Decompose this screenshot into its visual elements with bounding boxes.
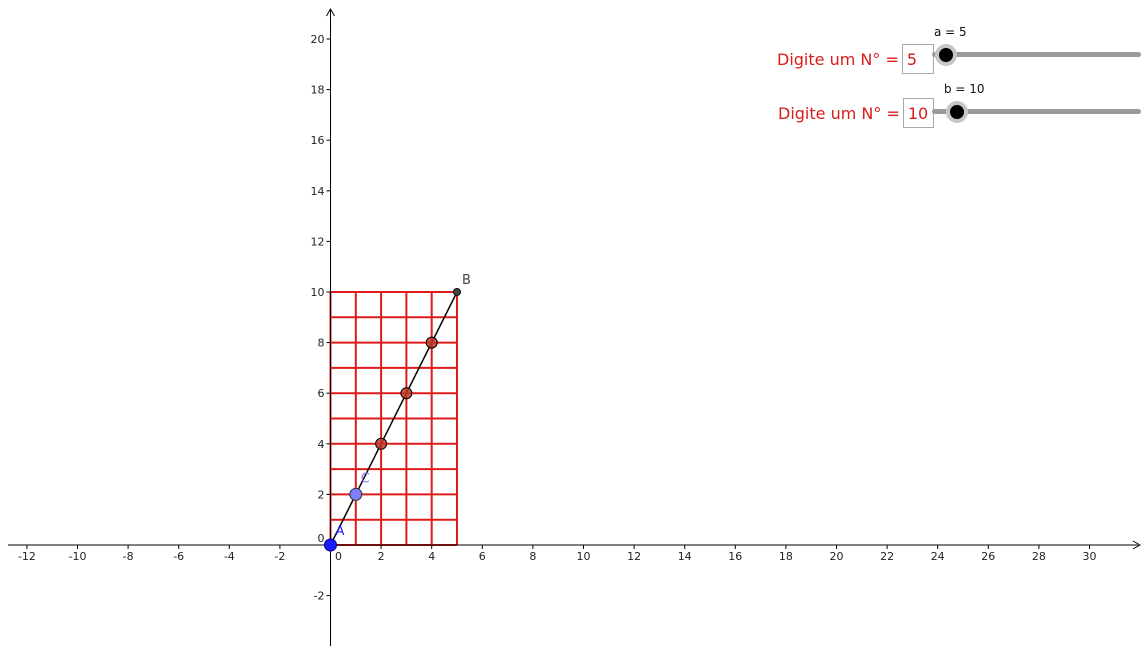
slider-knob-a[interactable]	[935, 44, 957, 66]
point-a-label: A	[336, 524, 345, 539]
x-tick-label: 18	[779, 550, 793, 563]
x-tick-label: 20	[830, 550, 844, 563]
point-c-label: C	[361, 471, 370, 486]
slider-track-b[interactable]	[932, 109, 1141, 114]
x-tick-label: -10	[69, 550, 87, 563]
y-tick-label: 16	[311, 134, 325, 147]
slider-track-a[interactable]	[932, 52, 1141, 57]
x-tick-label: 0	[335, 550, 342, 563]
x-tick-label: 30	[1083, 550, 1097, 563]
x-tick-label: 14	[678, 550, 692, 563]
point-b[interactable]	[453, 288, 461, 296]
x-tick-label: 4	[428, 550, 435, 563]
y-tick-label: 0	[318, 532, 325, 545]
y-tick-label: 18	[311, 84, 325, 97]
input-caption-b: Digite um N° =	[778, 103, 900, 123]
point-a[interactable]	[324, 538, 337, 552]
y-tick-label: 2	[318, 488, 325, 501]
slider-label-a: a = 5	[934, 25, 967, 39]
y-tick-label: -2	[314, 590, 325, 603]
y-tick-label: 14	[311, 185, 325, 198]
x-tick-label: 28	[1032, 550, 1046, 563]
y-tick-label: 12	[311, 235, 325, 248]
points[interactable]: A B C	[324, 273, 471, 552]
intersection-point[interactable]	[400, 387, 413, 400]
y-axis-arrow-icon	[326, 7, 335, 17]
input-row-b: Digite um N° = 10	[778, 98, 934, 128]
input-caption-a: Digite um N° =	[777, 49, 899, 69]
x-tick-label: 8	[529, 550, 536, 563]
x-tick-label: 12	[627, 550, 641, 563]
x-tick-label: 10	[577, 550, 591, 563]
y-tick-label: 20	[311, 33, 325, 46]
y-tick-label: 6	[318, 387, 325, 400]
input-field-b[interactable]: 10	[902, 98, 934, 128]
intersection-point[interactable]	[425, 336, 438, 349]
y-tick-label: 8	[318, 337, 325, 350]
x-tick-label: 26	[981, 550, 995, 563]
x-tick-label: 2	[378, 550, 385, 563]
x-tick-label: -8	[123, 550, 134, 563]
point-c[interactable]	[349, 487, 363, 501]
segment-line[interactable]	[329, 291, 458, 546]
segment-ab[interactable]	[329, 291, 458, 546]
x-axis-arrow-icon	[1132, 540, 1141, 550]
coordinate-axes: -12 -10 -8 -6 -4 -2 0 2 4 6 8 10 12 14 16 18 20 22 24 26 28 3…	[8, 7, 1141, 646]
y-tick-label: 10	[311, 286, 325, 299]
slider-knob-b[interactable]	[946, 101, 968, 123]
slider-label-b: b = 10	[944, 82, 985, 96]
input-row-a: Digite um N° = 5	[777, 44, 934, 74]
point-b-label: B	[462, 273, 471, 288]
red-grid	[329, 291, 458, 546]
x-tick-label: -6	[173, 550, 184, 563]
x-tick-label: 6	[479, 550, 486, 563]
x-tick-label: -4	[224, 550, 235, 563]
x-tick-label: -2	[274, 550, 285, 563]
input-field-a[interactable]: 5	[901, 44, 934, 74]
x-tick-label: 22	[880, 550, 894, 563]
y-tick-label: 4	[318, 438, 325, 451]
x-tick-label: 24	[931, 550, 945, 563]
x-tick-label: 16	[728, 550, 742, 563]
x-tick-label: -12	[18, 550, 36, 563]
intersection-point[interactable]	[375, 437, 388, 450]
